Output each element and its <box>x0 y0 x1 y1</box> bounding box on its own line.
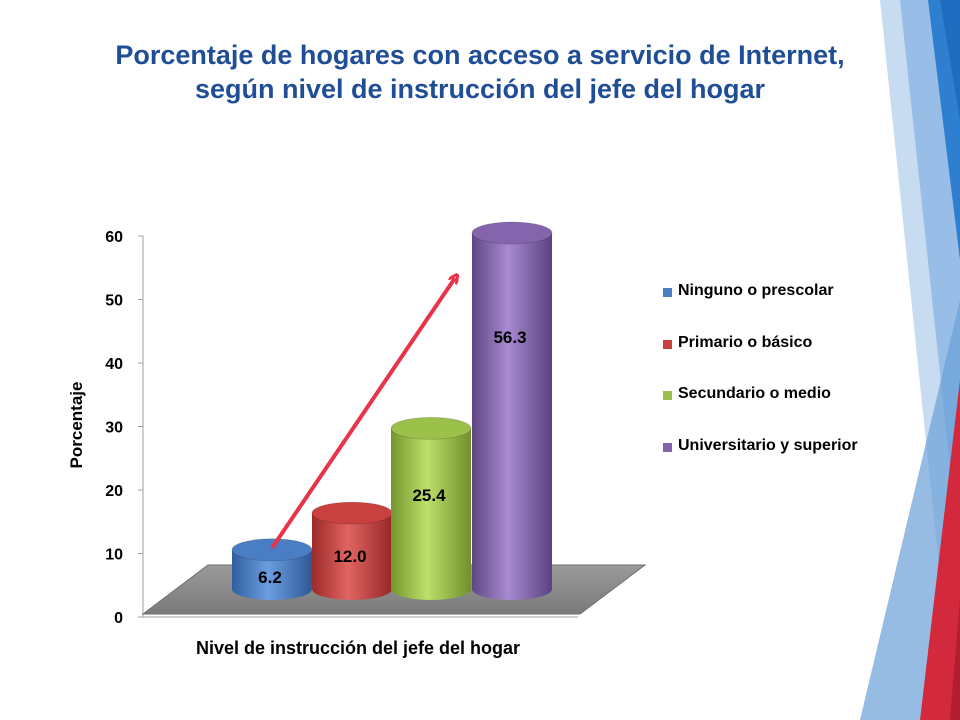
y-axis-title: Porcentaje <box>67 382 86 469</box>
bar-top <box>311 501 393 525</box>
legend-item: Ninguno o prescolar <box>663 282 893 302</box>
bar-top <box>390 416 472 440</box>
bar-body <box>232 549 312 600</box>
legend-swatch <box>663 442 672 452</box>
legend-item: Primario o básico <box>663 334 893 354</box>
legend-swatch <box>663 391 672 400</box>
legend-swatch <box>663 288 672 297</box>
data-label: 56.3 <box>493 328 526 347</box>
legend-swatch <box>663 339 672 349</box>
y-tick-label: 20 <box>105 483 123 500</box>
bar-1 <box>231 538 313 600</box>
y-tick-label: 60 <box>105 229 123 246</box>
legend-label: Ninguno o prescolar <box>678 282 834 299</box>
trend-arrow <box>270 278 455 550</box>
chart-legend: Ninguno o prescolar Primario o básico Secu… <box>663 282 893 488</box>
page-title: Porcentaje de hogares con acceso a servi… <box>0 38 960 106</box>
y-tick-label: 0 <box>114 610 123 627</box>
bar-top <box>231 538 313 562</box>
data-label: 12.0 <box>333 547 366 566</box>
legend-item: Secundario o medio <box>663 385 893 405</box>
y-tick-label: 50 <box>105 293 123 310</box>
y-tick-label: 40 <box>105 356 123 373</box>
bar-3 <box>390 416 472 600</box>
bar-body <box>391 428 471 600</box>
title-line-2: según nivel de instrucción del jefe del … <box>194 74 766 104</box>
x-axis-title: Nivel de instrucción del jefe del hogar <box>196 638 520 658</box>
legend-item: Universitario y superior <box>663 437 893 457</box>
decorative-stripes <box>860 0 960 720</box>
bar-body <box>472 233 552 600</box>
bar-2 <box>311 501 393 600</box>
data-label: 6.2 <box>258 568 282 587</box>
bar-top <box>471 221 553 245</box>
y-tick-label: 30 <box>105 420 123 437</box>
title-line-1: Porcentaje de hogares con acceso a servi… <box>115 40 845 70</box>
data-label: 25.4 <box>412 486 446 505</box>
bar-body <box>312 513 392 600</box>
legend-label: Secundario o medio <box>678 385 831 402</box>
y-tick-label: 10 <box>105 547 123 564</box>
legend-label: Primario o básico <box>678 333 813 351</box>
legend-label: Universitario y superior <box>678 436 858 454</box>
bar-4 <box>471 221 553 600</box>
